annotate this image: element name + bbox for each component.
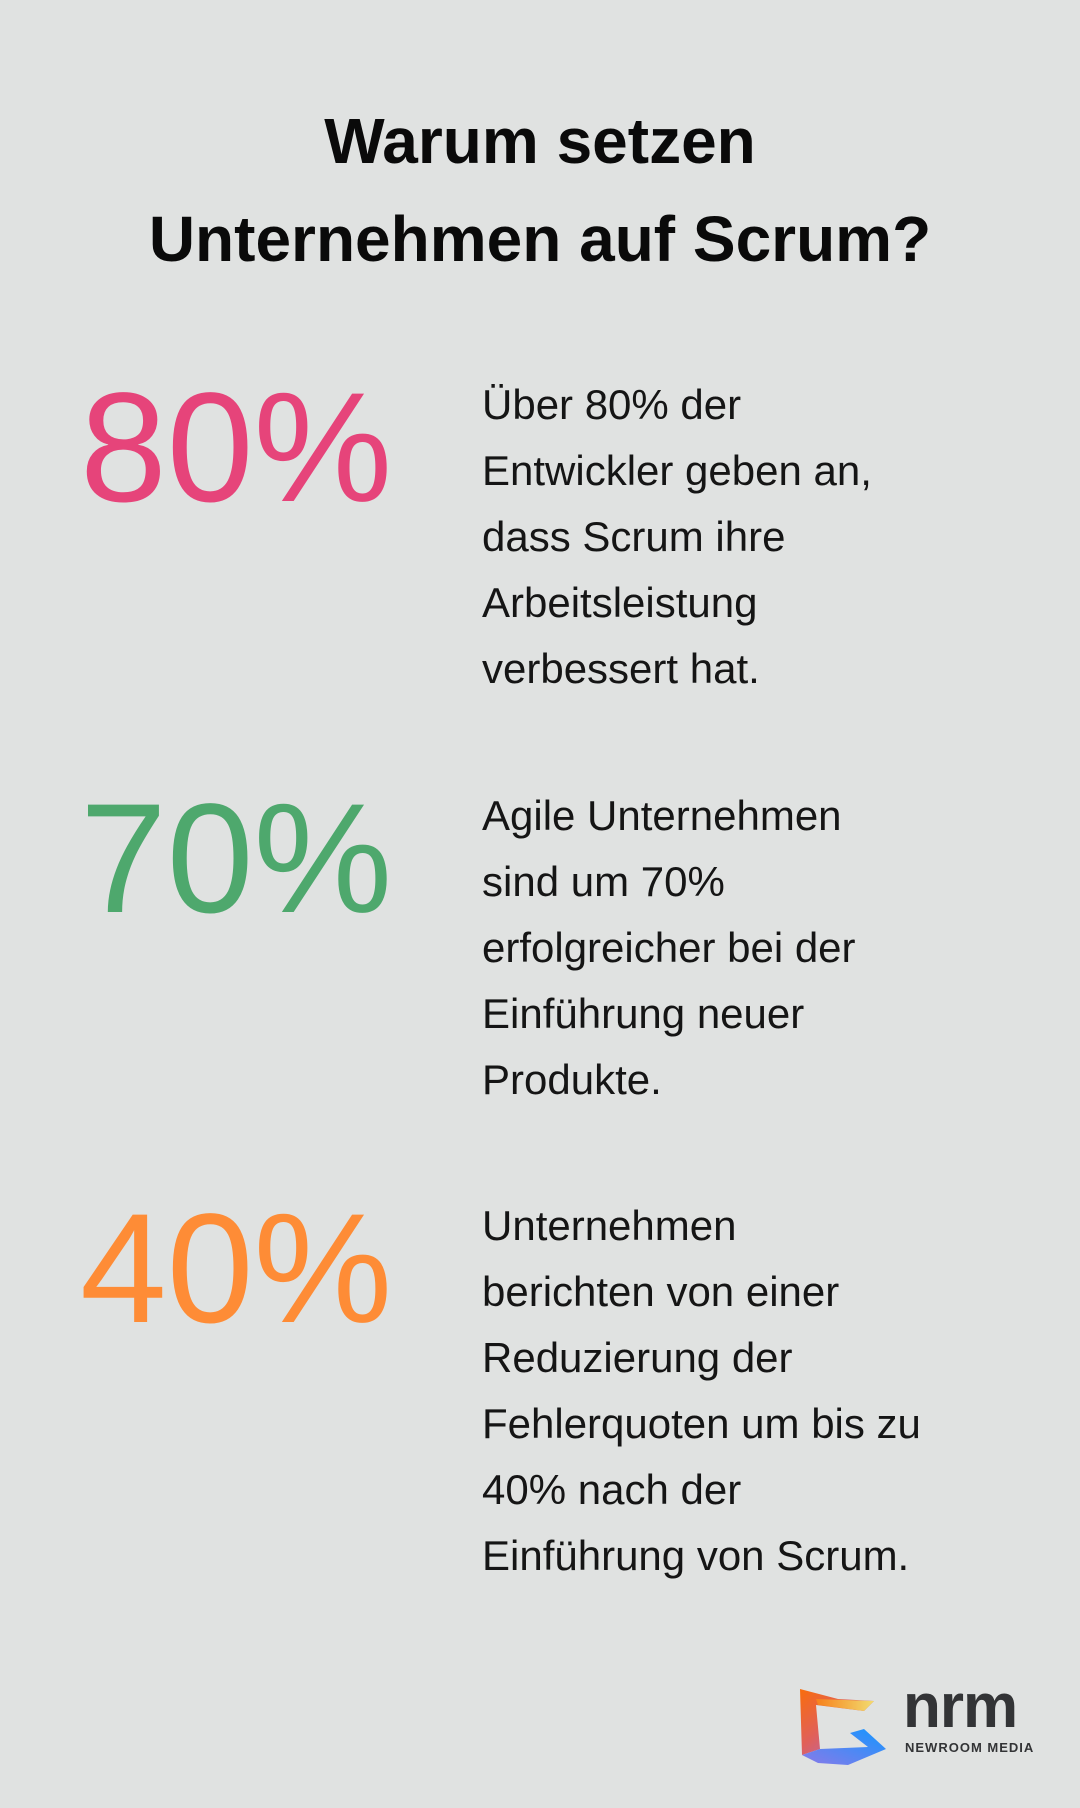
desc-line: berichten von einer — [482, 1268, 840, 1315]
desc-line: 40% nach der — [482, 1466, 742, 1513]
desc-line: Entwickler geben an, — [482, 447, 872, 494]
stat-description: Agile Unternehmen sind um 70% erfolgreic… — [482, 783, 856, 1113]
stat-description: Über 80% der Entwickler geben an, dass S… — [482, 372, 872, 702]
page-title: Warum setzen Unternehmen auf Scrum? — [0, 92, 1080, 288]
desc-line: Reduzierung der — [482, 1334, 793, 1381]
desc-line: erfolgreicher bei der — [482, 924, 856, 971]
desc-line: Agile Unternehmen — [482, 792, 842, 839]
stat-value: 80% — [80, 361, 393, 535]
desc-line: Fehlerquoten um bis zu — [482, 1400, 921, 1447]
stat-value: 70% — [80, 772, 393, 946]
logo-wordmark: nrm — [903, 1672, 1018, 1741]
desc-line: Über 80% der — [482, 381, 742, 428]
desc-line: Produkte. — [482, 1056, 662, 1103]
title-line-1: Warum setzen — [324, 105, 756, 177]
desc-line: verbessert hat. — [482, 645, 760, 692]
newroom-media-logo: nrm NEWROOM MEDIA — [798, 1672, 1048, 1769]
desc-line: dass Scrum ihre — [482, 513, 786, 560]
stat-value: 40% — [80, 1182, 393, 1356]
logo-mark-icon — [800, 1689, 886, 1765]
desc-line: Einführung neuer — [482, 990, 805, 1037]
title-line-2: Unternehmen auf Scrum? — [148, 203, 932, 275]
desc-line: Arbeitsleistung — [482, 579, 758, 626]
desc-line: Unternehmen — [482, 1202, 737, 1249]
stat-description: Unternehmen berichten von einer Reduzier… — [482, 1193, 921, 1589]
desc-line: sind um 70% — [482, 858, 725, 905]
desc-line: Einführung von Scrum. — [482, 1532, 910, 1579]
logo-subtitle: NEWROOM MEDIA — [905, 1740, 1035, 1755]
